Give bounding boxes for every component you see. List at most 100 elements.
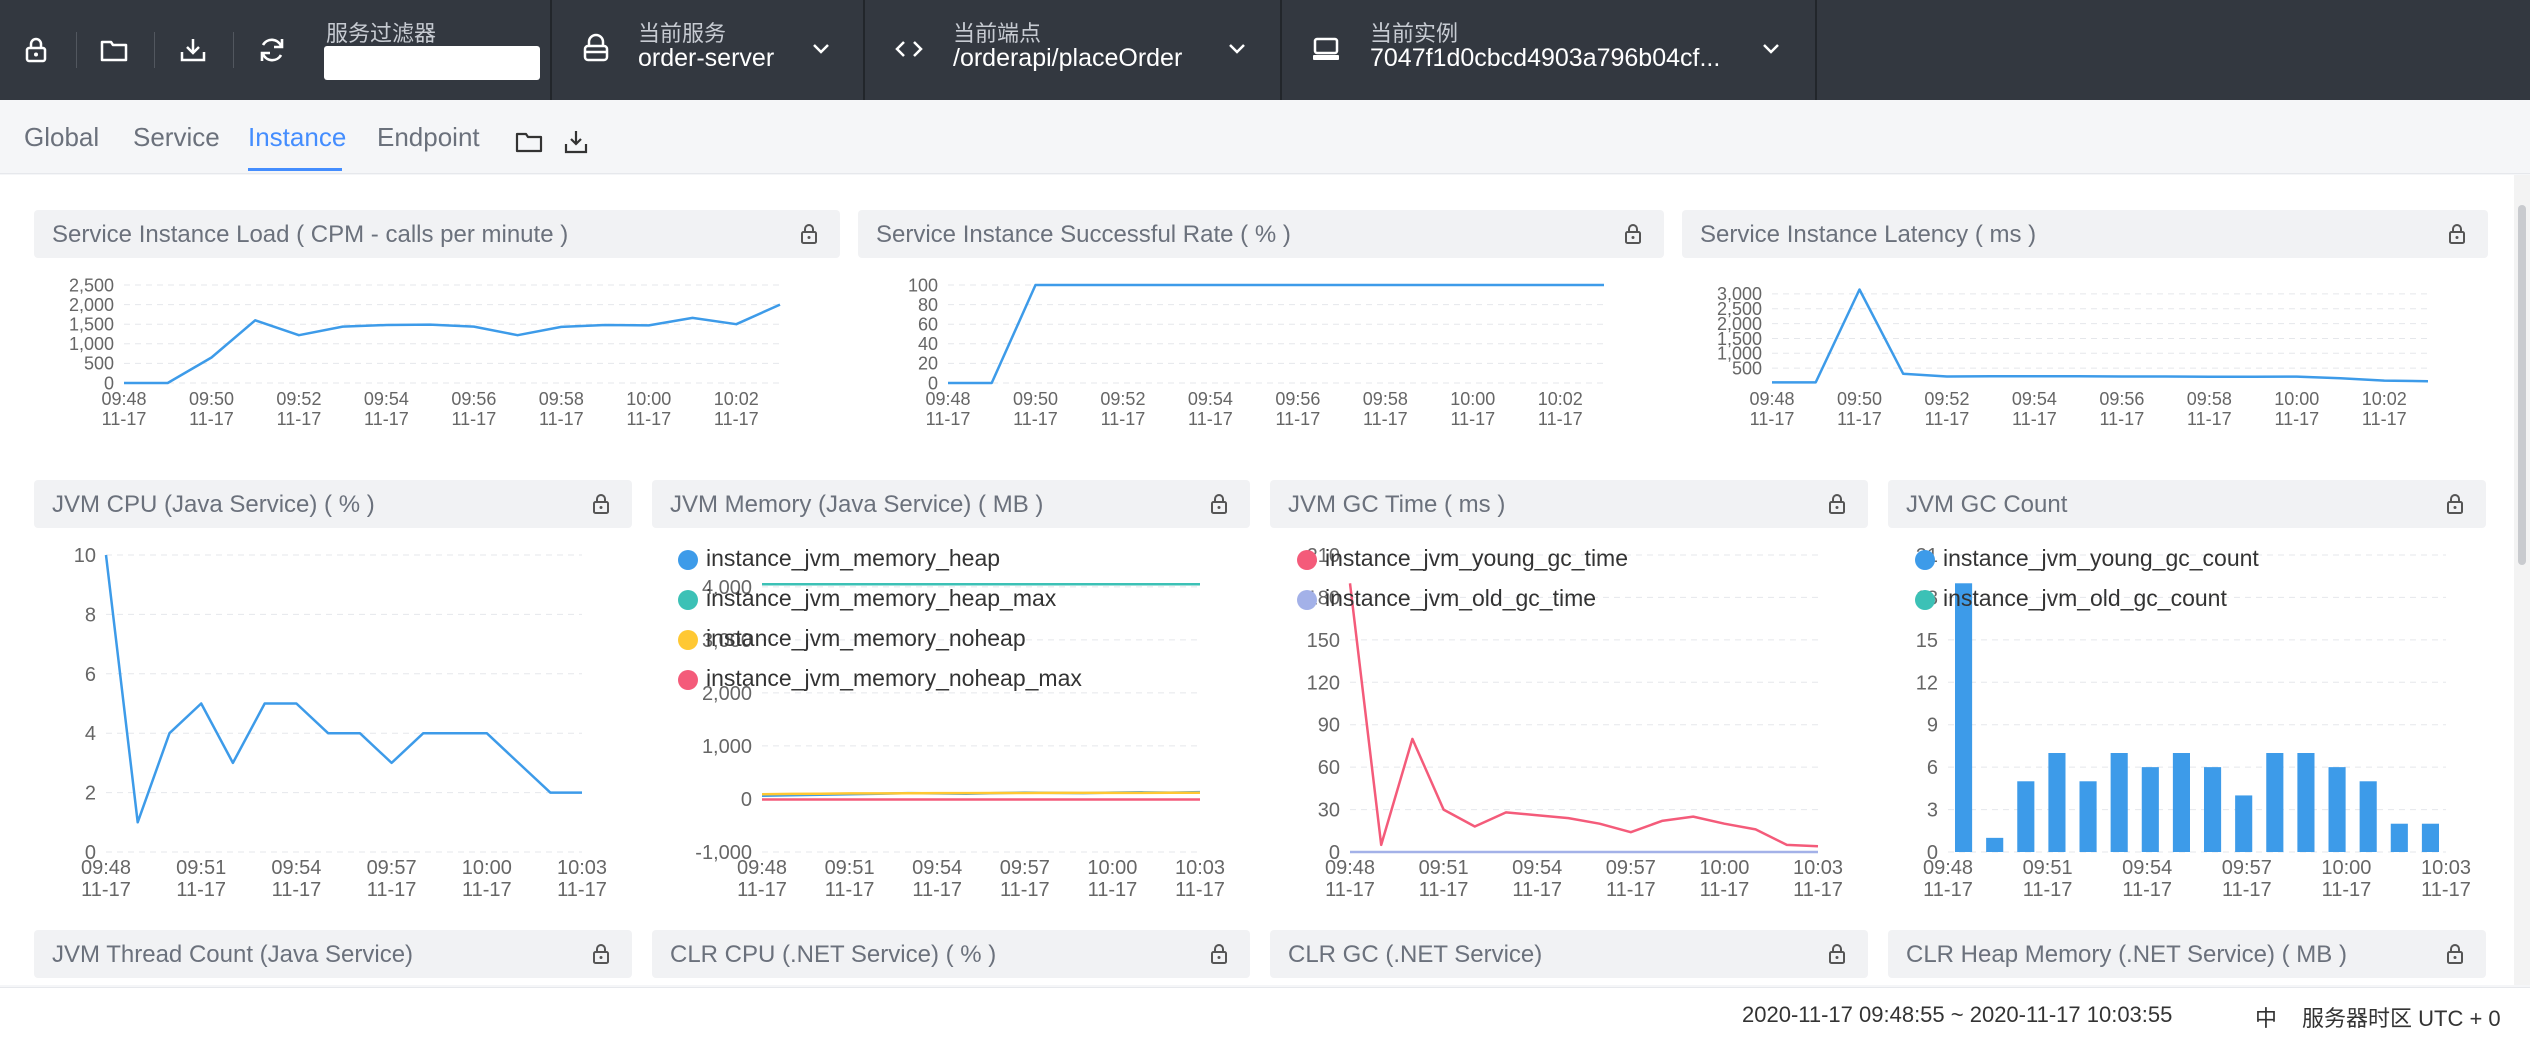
service-filter-input[interactable] (324, 46, 540, 80)
download-icon[interactable] (173, 30, 213, 70)
lock-icon[interactable] (1208, 943, 1230, 965)
y-tick-label: 2,500 (69, 275, 114, 295)
y-tick-label: 500 (84, 354, 114, 374)
x-tick-label: 11-17 (367, 879, 417, 901)
x-tick-label: 09:58 (2187, 389, 2232, 409)
lock-icon[interactable] (2444, 493, 2466, 515)
current-endpoint-select[interactable]: 当前端点 /orderapi/placeOrder (893, 0, 1263, 100)
x-tick-label: 11-17 (2222, 879, 2272, 901)
x-tick-label: 11-17 (2362, 409, 2407, 429)
y-tick-label: 8 (85, 604, 96, 626)
scrollbar-thumb[interactable] (2518, 205, 2526, 565)
x-tick-label: 09:50 (1837, 389, 1882, 409)
download-icon[interactable] (561, 127, 591, 157)
current-service-value: order-server (638, 44, 775, 72)
server-timezone[interactable]: 服务器时区 UTC + 0 (2302, 1006, 2501, 1031)
x-tick-label: 11-17 (364, 409, 409, 429)
series-line (761, 791, 1200, 796)
panel-header-thread-count: JVM Thread Count (Java Service) (34, 930, 632, 978)
tab-instance[interactable]: Instance (248, 122, 347, 152)
x-tick-label: 10:00 (1450, 389, 1495, 409)
top-toolbar: 服务过滤器 当前服务 order-server 当前端点 /orderapi/p… (0, 0, 2530, 100)
series-line (948, 283, 1604, 385)
y-tick-label: 60 (1318, 757, 1340, 779)
series-line (1772, 288, 2429, 384)
y-tick-label: 120 (1307, 672, 1340, 694)
panel-header-clr-gc: CLR GC (.NET Service) (1270, 930, 1868, 978)
x-tick-label: 10:00 (2321, 857, 2371, 879)
legend-dot (678, 630, 698, 650)
panel-header-latency: Service Instance Latency ( ms ) (1682, 210, 2488, 258)
x-tick-label: 09:54 (364, 389, 409, 409)
x-tick-label: 09:50 (1013, 389, 1058, 409)
x-tick-label: 09:56 (2099, 389, 2144, 409)
bar (2204, 767, 2222, 852)
tab-endpoint[interactable]: Endpoint (377, 122, 480, 152)
bar (2266, 753, 2284, 852)
panel-header-clr-cpu: CLR CPU (.NET Service) ( % ) (652, 930, 1250, 978)
legend-dot (1915, 590, 1935, 610)
x-tick-label: 09:51 (176, 857, 226, 879)
dashboard-area: Service Instance Load ( CPM - calls per … (0, 175, 2530, 985)
panel-title: JVM GC Count (1906, 491, 2068, 518)
x-tick-label: 09:50 (189, 389, 234, 409)
series-line (124, 303, 781, 385)
panel-title: CLR CPU (.NET Service) ( % ) (670, 941, 997, 968)
lock-icon[interactable] (1826, 943, 1848, 965)
x-tick-label: 11-17 (1419, 879, 1469, 901)
legend-dot (678, 550, 698, 570)
lock-icon[interactable] (1622, 223, 1644, 245)
bar (2235, 795, 2253, 852)
y-tick-label: 1,500 (69, 315, 114, 335)
lock-icon[interactable] (16, 30, 56, 70)
lock-icon[interactable] (2446, 223, 2468, 245)
x-tick-label: 11-17 (1793, 879, 1843, 901)
refresh-icon[interactable] (252, 30, 292, 70)
series-line (1348, 583, 1819, 848)
y-tick-label: 0 (1927, 842, 1938, 864)
language-toggle[interactable]: 中 (2255, 1006, 2278, 1031)
lock-icon[interactable] (590, 493, 612, 515)
panel-title: Service Instance Load ( CPM - calls per … (52, 221, 569, 248)
chart-success-rate: 02040608010009:4811-1709:5011-1709:5211-… (908, 275, 1604, 429)
y-tick-label: 4 (85, 723, 96, 745)
lock-icon[interactable] (2444, 943, 2466, 965)
folder-icon[interactable] (514, 127, 544, 157)
x-tick-label: 11-17 (277, 409, 322, 429)
x-tick-label: 11-17 (176, 879, 226, 901)
x-tick-label: 11-17 (2023, 879, 2073, 901)
x-tick-label: 10:03 (557, 857, 607, 879)
x-tick-label: 11-17 (1175, 879, 1225, 901)
x-tick-label: 11-17 (1188, 409, 1233, 429)
x-tick-label: 10:03 (1793, 857, 1843, 879)
folder-icon[interactable] (94, 30, 134, 70)
legend-dot (1915, 550, 1935, 570)
y-tick-label: 6 (85, 664, 96, 686)
current-service-select[interactable]: 当前服务 order-server (580, 0, 865, 100)
bar (2172, 753, 2190, 852)
chart-jvm-cpu: 024681009:4811-1709:5111-1709:5411-1709:… (74, 545, 607, 901)
dashboard-tabs: Global Service Instance Endpoint (0, 100, 2530, 174)
chevron-down-icon (1763, 44, 1779, 54)
x-tick-label: 11-17 (539, 409, 584, 429)
chevron-down-icon (1229, 44, 1245, 54)
x-tick-label: 09:48 (925, 389, 970, 409)
tab-global[interactable]: Global (24, 122, 100, 152)
lock-icon[interactable] (1208, 493, 1230, 515)
y-tick-label: 3,000 (702, 630, 752, 652)
current-instance-select[interactable]: 当前实例 7047f1d0cbcd4903a796b04cf... (1310, 0, 1790, 100)
time-range[interactable]: 2020-11-17 09:48:55 ~ 2020-11-17 10:03:5… (1742, 1002, 2173, 1027)
x-tick-label: 09:48 (737, 857, 787, 879)
y-tick-label: 6 (1927, 757, 1938, 779)
y-tick-label: 500 (1732, 358, 1762, 378)
current-instance-label: 当前实例 (1370, 21, 1459, 46)
x-tick-label: 11-17 (1101, 409, 1146, 429)
bar (2297, 753, 2315, 852)
scrollbar[interactable] (2514, 175, 2530, 985)
x-tick-label: 09:51 (2023, 857, 2073, 879)
panel-header-jvm-gc-count: JVM GC Count (1888, 480, 2486, 528)
lock-icon[interactable] (590, 943, 612, 965)
tab-service[interactable]: Service (133, 122, 220, 152)
lock-icon[interactable] (798, 223, 820, 245)
lock-icon[interactable] (1826, 493, 1848, 515)
